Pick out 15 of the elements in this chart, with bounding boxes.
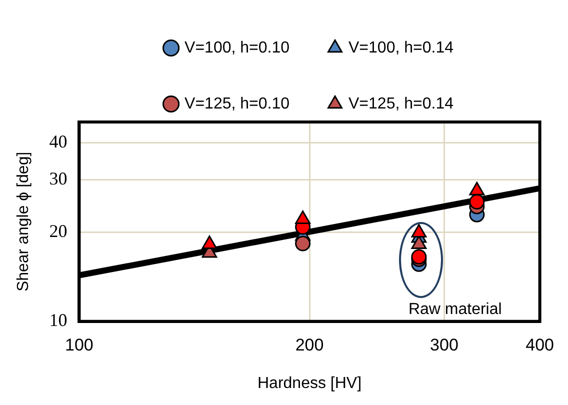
legend-label: V=100, h=0.14 <box>348 39 454 56</box>
y-tick-label: 10 <box>49 310 68 330</box>
legend-label: V=125, h=0.10 <box>184 95 290 112</box>
annotation: Raw material <box>408 300 502 318</box>
y-tick-label: 30 <box>49 168 68 189</box>
x-tick-label: 400 <box>526 335 554 354</box>
x-tick-label: 300 <box>430 335 458 354</box>
x-tick-label: 200 <box>295 335 324 354</box>
y-tick-label: 40 <box>49 132 68 152</box>
legend-label: V=100, h=0.10 <box>184 39 290 56</box>
y-tick-label: 20 <box>49 220 68 241</box>
x-tick-label: 100 <box>65 335 94 354</box>
y-axis-title: Shear angle ϕ [deg] <box>15 152 32 292</box>
legend-label: V=125, h=0.14 <box>348 95 454 112</box>
x-axis-title: Hardness [HV] <box>257 374 362 392</box>
